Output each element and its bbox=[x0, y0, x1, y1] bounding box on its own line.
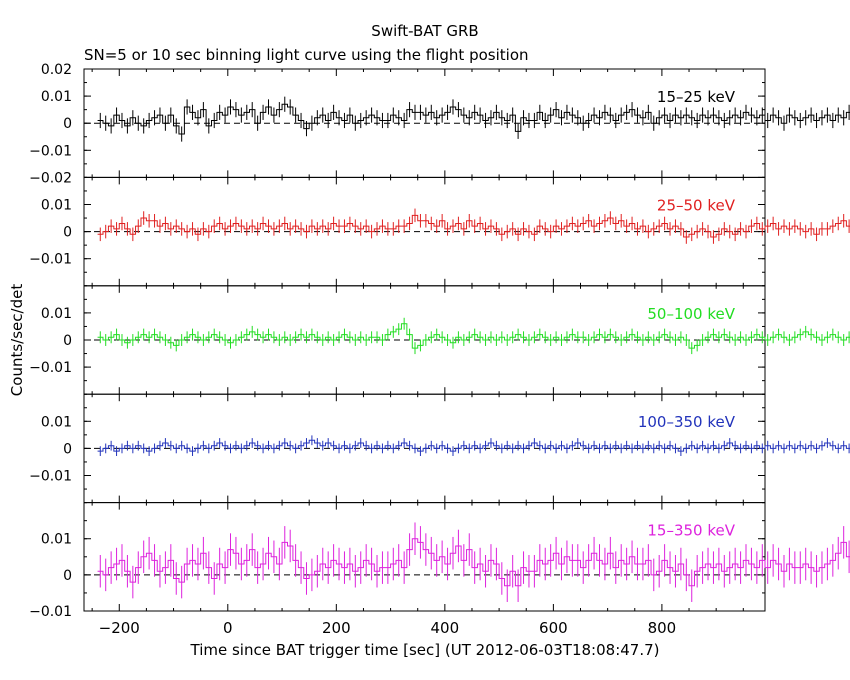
series-line bbox=[97, 103, 850, 135]
panel-1: −0.02 −0.01 0 0.01 0.02 15–25 keV bbox=[29, 62, 850, 186]
x-tick-label: −200 bbox=[99, 619, 140, 637]
series-line bbox=[97, 439, 850, 452]
y-tick-label: 0.01 bbox=[41, 89, 72, 105]
x-axis-label: Time since BAT trigger time [sec] (UT 20… bbox=[190, 641, 660, 659]
y-tick-label: 0 bbox=[63, 116, 72, 132]
panel-band-label: 15–25 keV bbox=[657, 88, 736, 106]
x-tick-label: 0 bbox=[223, 619, 233, 637]
y-tick-label: 0.01 bbox=[41, 198, 72, 214]
x-tick-label: 200 bbox=[322, 619, 351, 637]
panel-4: −0.01 0 0.01 100–350 keV bbox=[29, 393, 850, 504]
y-tick-label: −0.01 bbox=[29, 252, 72, 268]
panels-group: −0.02 −0.01 0 0.01 0.02 15–25 keV −0.01 0 0.01 25… bbox=[29, 62, 850, 637]
chart-subtitle: SN=5 or 10 sec binning light curve using… bbox=[84, 46, 529, 64]
y-tick-label: 0 bbox=[63, 333, 72, 349]
chart-title: Swift-BAT GRB bbox=[371, 22, 478, 40]
y-tick-label: −0.01 bbox=[29, 143, 72, 159]
panel-band-label: 100–350 keV bbox=[638, 413, 736, 431]
y-tick-label: −0.01 bbox=[29, 469, 72, 485]
x-tick-label: 400 bbox=[431, 619, 460, 637]
panel-5: −0.01 0 0.01 15–350 keV bbox=[29, 502, 850, 620]
x-tick-label: 600 bbox=[539, 619, 568, 637]
series-line bbox=[97, 214, 850, 238]
panel-2: −0.01 0 0.01 25–50 keV bbox=[29, 176, 850, 287]
y-tick-label: −0.02 bbox=[29, 170, 72, 186]
y-tick-label: 0.01 bbox=[41, 306, 72, 322]
y-tick-label: −0.01 bbox=[29, 604, 72, 620]
panel-band-label: 50–100 keV bbox=[647, 305, 735, 323]
y-tick-label: 0 bbox=[63, 568, 72, 584]
panel-band-label: 25–50 keV bbox=[657, 196, 736, 214]
y-tick-label: 0 bbox=[63, 225, 72, 241]
y-axis-label: Counts/sec/det bbox=[8, 284, 26, 397]
y-tick-label: 0.01 bbox=[41, 532, 72, 548]
y-tick-label: 0.01 bbox=[41, 414, 72, 430]
panel-3: −0.01 0 0.01 50–100 keV bbox=[29, 285, 850, 395]
panel-band-label: 15–350 keV bbox=[647, 522, 735, 540]
series-line bbox=[97, 538, 850, 587]
x-tick-label: 800 bbox=[648, 619, 677, 637]
series-line bbox=[97, 323, 850, 349]
panel-frame bbox=[83, 502, 766, 612]
y-tick-label: 0 bbox=[63, 441, 72, 457]
y-tick-label: −0.01 bbox=[29, 360, 72, 376]
y-tick-label: 0.02 bbox=[41, 62, 72, 78]
